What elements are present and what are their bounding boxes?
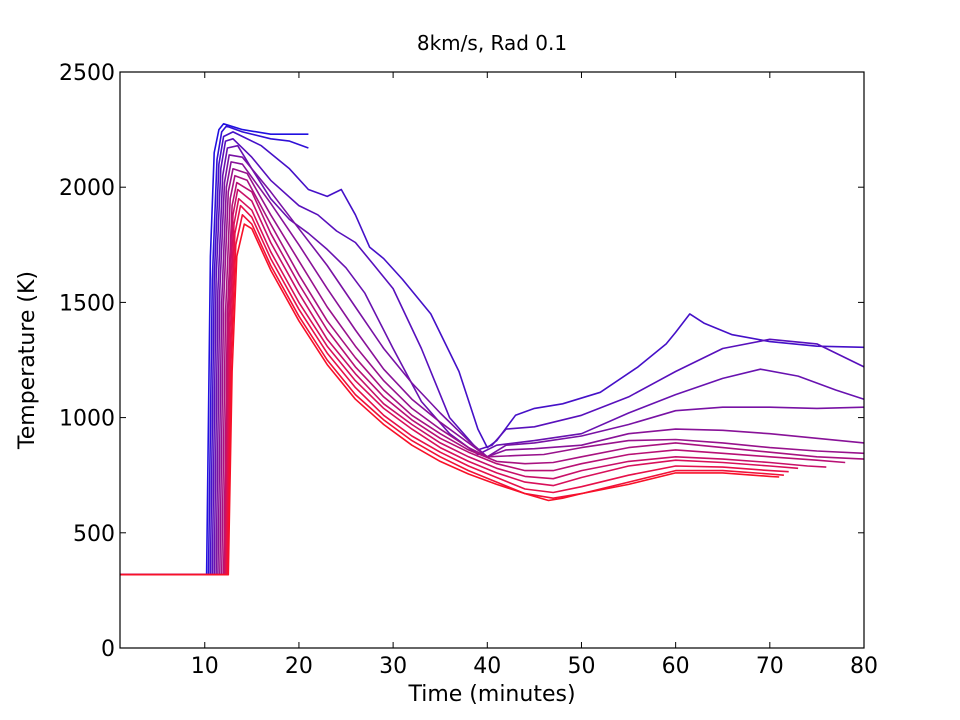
series-line-8: [120, 168, 865, 576]
y-tick-label: 1000: [59, 407, 115, 432]
series-line-10: [120, 181, 846, 576]
series-line-15: [120, 223, 780, 576]
x-tick-label: 80: [850, 654, 878, 679]
series-line-12: [120, 197, 799, 576]
x-axis-label: Time (minutes): [407, 682, 575, 707]
y-tick-label: 1500: [59, 291, 115, 316]
x-tick-label: 50: [567, 654, 595, 679]
series-line-1: [119, 123, 309, 576]
x-tick-label: 20: [285, 654, 313, 679]
series-line-13: [120, 204, 789, 576]
x-tick-label: 70: [756, 654, 784, 679]
plot-frame: [119, 71, 865, 649]
x-tick-label: 60: [662, 654, 690, 679]
series-line-6: [120, 154, 865, 576]
series-line-7: [120, 161, 865, 576]
series-line-3: [120, 131, 865, 576]
chart-title: 8km/s, Rad 0.1: [417, 31, 567, 55]
y-axis-label: Temperature (K): [15, 271, 40, 450]
x-tick-label: 40: [473, 654, 501, 679]
tick-layer: 10 20 30 40 50 60 70 80 0 500 1000 1500 2000 2500: [59, 61, 878, 679]
y-tick-label: 2000: [59, 176, 115, 201]
y-tick-label: 0: [101, 637, 115, 662]
series-line-14: [120, 214, 784, 576]
series-line-11: [120, 188, 827, 576]
series-line-4: [120, 138, 865, 576]
y-tick-label: 2500: [59, 61, 115, 86]
series-layer: [119, 123, 865, 576]
x-tick-label: 10: [191, 654, 219, 679]
y-tick-label: 500: [73, 522, 115, 547]
x-tick-label: 30: [379, 654, 407, 679]
series-line-9: [120, 174, 865, 576]
series-line-5: [120, 144, 865, 576]
series-line-2: [120, 125, 309, 576]
